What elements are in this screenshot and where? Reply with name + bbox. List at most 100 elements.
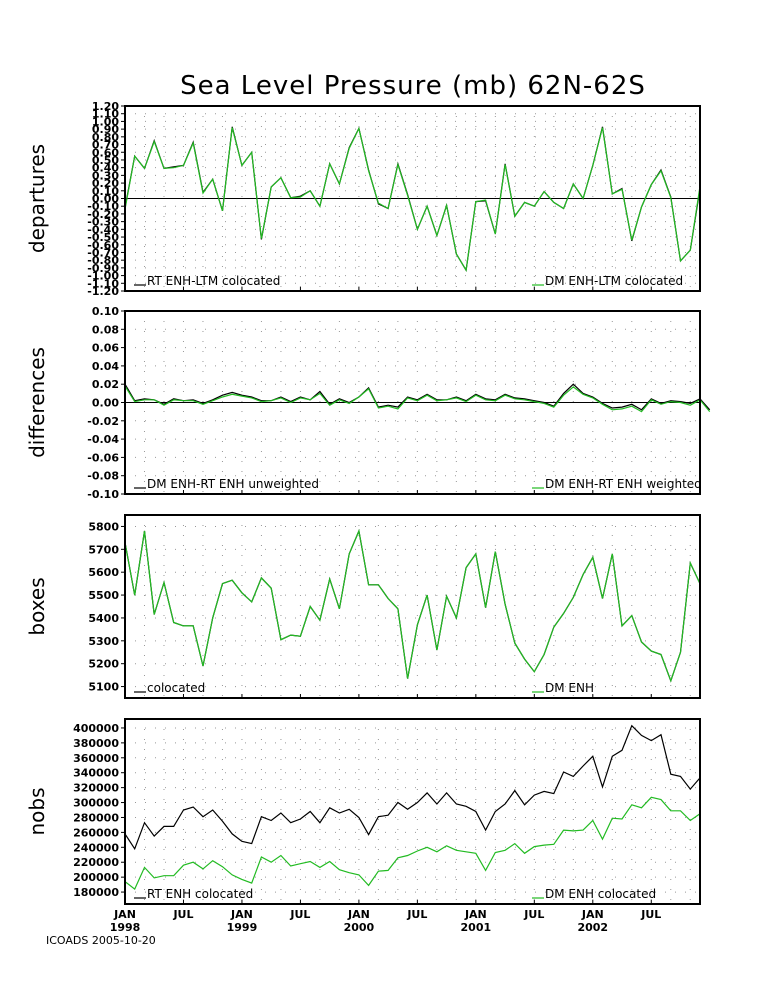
y-tick-label: 180000 — [73, 886, 119, 899]
y-tick-label: -1.20 — [87, 285, 119, 298]
y-tick-label: 280000 — [73, 811, 119, 824]
y-tick-label: 0.06 — [92, 342, 119, 355]
y-tick-label: 400000 — [73, 722, 119, 735]
legend-label: DM ENH-RT ENH weighted — [545, 477, 702, 491]
legend-label: RT ENH-LTM colocated — [147, 274, 280, 288]
x-tick-label: JAN — [347, 908, 370, 921]
y-tick-label: 0.08 — [92, 323, 119, 336]
y-tick-label: 0.80 — [92, 131, 119, 144]
footer-date: ICOADS 2005-10-20 — [46, 934, 156, 947]
y-tick-label: -0.30 — [87, 216, 119, 229]
series-line-rt-enh-colocated — [124, 724, 701, 851]
panel-departures: 1.201.101.000.900.800.700.600.500.400.30… — [25, 100, 701, 298]
y-axis: 0.10 0.08 0.06 0.04 0.02 0.00 -0.02 -0.04 -0.06 -… — [87, 305, 125, 501]
x-tick-label: JAN — [113, 908, 136, 921]
grid — [125, 106, 700, 291]
y-tick-label: 5600 — [88, 566, 119, 579]
chart-title: Sea Level Pressure (mb) 62N-62S — [180, 71, 646, 101]
y-tick-label: 200000 — [73, 871, 119, 884]
y-tick-label: 5300 — [88, 635, 119, 648]
y-tick-label: 0.30 — [92, 169, 119, 182]
grid — [125, 311, 700, 494]
y-tick-label: -0.80 — [87, 254, 119, 267]
legend-entry: RT ENH colocated — [134, 887, 253, 901]
legend-label: DM ENH-LTM colocated — [545, 274, 683, 288]
legend-label: DM ENH colocated — [545, 887, 656, 901]
x-tick-label: JUL — [289, 908, 310, 921]
legend-entry: DM ENH-LTM colocated — [532, 274, 683, 288]
y-tick-label: -0.02 — [87, 415, 119, 428]
y-tick-label: -0.90 — [87, 262, 119, 275]
grid — [125, 515, 700, 698]
series-line-colocated — [124, 528, 701, 683]
grid — [125, 719, 700, 904]
y-axis: 400000 380000 360000 340000 320000 3000002800… — [73, 722, 125, 899]
y-tick-label: -0.06 — [87, 451, 119, 464]
y-tick-label: 0.10 — [92, 185, 119, 198]
y-tick-label: 0.70 — [92, 139, 119, 152]
y-tick-label: 0.04 — [92, 360, 119, 373]
y-tick-label: 0.60 — [92, 146, 119, 159]
legend-entry: colocated — [134, 681, 205, 695]
legend-entry: DM ENH-RT ENH unweighted — [134, 477, 319, 491]
plot-frame — [124, 718, 701, 905]
legend-label: DM ENH-RT ENH unweighted — [147, 477, 319, 491]
x-tick-year: 2002 — [577, 921, 608, 934]
y-tick-label: 1.00 — [92, 115, 119, 128]
legend-entry: RT ENH-LTM colocated — [134, 274, 280, 288]
y-tick-label: -0.40 — [87, 223, 119, 236]
y-axis-label: boxes — [25, 577, 49, 635]
y-axis-label: nobs — [25, 787, 49, 835]
y-tick-label: -0.70 — [87, 246, 119, 259]
legend-entry: DM ENH-RT ENH weighted — [532, 477, 702, 491]
x-tick-label: JAN — [230, 908, 253, 921]
y-tick-label: 5200 — [88, 658, 119, 671]
y-axis: 5800 5700 5600 5500 5400 5300 5200 5100 — [88, 520, 125, 694]
y-tick-label: -1.00 — [87, 270, 119, 283]
legend-label: colocated — [147, 681, 205, 695]
panel-boxes: 5800 5700 5600 5500 5400 5300 5200 5100 boxes col… — [25, 514, 701, 699]
y-axis: 1.201.101.000.900.800.700.600.500.400.30… — [87, 100, 125, 298]
y-tick-label: 0.00 — [92, 193, 119, 206]
y-tick-label: -0.08 — [87, 470, 119, 483]
panels: 1.201.101.000.900.800.700.600.500.400.30… — [25, 100, 711, 905]
y-tick-label: 0.10 — [92, 305, 119, 318]
legend-label: DM ENH — [545, 681, 594, 695]
y-tick-label: 380000 — [73, 737, 119, 750]
x-tick-label: JAN — [464, 908, 487, 921]
y-axis-label: departures — [25, 144, 49, 253]
x-tick-label: JUL — [172, 908, 193, 921]
y-tick-label: 5700 — [88, 543, 119, 556]
x-tick-label: JAN — [581, 908, 604, 921]
legend-label: RT ENH colocated — [147, 887, 253, 901]
y-tick-label: 240000 — [73, 841, 119, 854]
legend-entry: DM ENH — [532, 681, 594, 695]
x-tick-label: JUL — [406, 908, 427, 921]
series-line-dm-enh — [124, 528, 701, 683]
plot-frame — [124, 514, 701, 699]
y-tick-label: 320000 — [73, 782, 119, 795]
y-tick-label: 0.00 — [92, 397, 119, 410]
y-tick-label: 5100 — [88, 681, 119, 694]
series-line-dm-enh-ltm-colocated — [124, 126, 701, 272]
y-tick-label: 220000 — [73, 856, 119, 869]
x-tick-label: JUL — [640, 908, 661, 921]
legend-entry: DM ENH colocated — [532, 887, 656, 901]
x-tick-year: 2001 — [461, 921, 492, 934]
y-tick-label: 340000 — [73, 767, 119, 780]
y-tick-label: 1.10 — [92, 108, 119, 121]
y-tick-label: 1.20 — [92, 100, 119, 113]
y-tick-label: -0.50 — [87, 231, 119, 244]
y-tick-label: 0.20 — [92, 177, 119, 190]
y-tick-label: 0.40 — [92, 162, 119, 175]
x-tick-label: JUL — [523, 908, 544, 921]
series-line-dm-enh-rt-enh-weighted — [124, 385, 711, 413]
panel-nobs: 400000 380000 360000 340000 320000 3000002800… — [25, 718, 701, 905]
y-tick-label: 5400 — [88, 612, 119, 625]
y-tick-label: -0.60 — [87, 239, 119, 252]
y-tick-label: -0.20 — [87, 208, 119, 221]
y-tick-label: -0.10 — [87, 488, 119, 501]
x-tick-year: 1999 — [227, 921, 258, 934]
y-tick-label: 0.02 — [92, 378, 119, 391]
